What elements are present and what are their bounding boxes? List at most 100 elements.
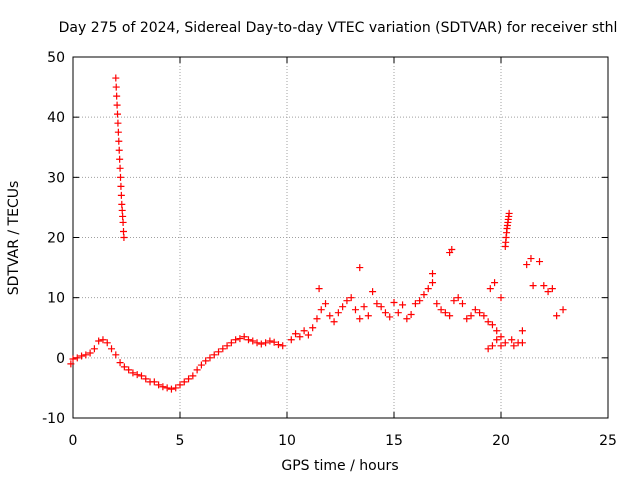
data-point (133, 371, 141, 379)
data-point (112, 351, 120, 359)
data-point (270, 338, 278, 346)
series-spike-late (501, 209, 513, 251)
data-point (119, 212, 127, 220)
y-tick-label: 50 (47, 50, 65, 66)
data-point (523, 261, 531, 269)
data-point (86, 349, 94, 357)
data-point (114, 128, 122, 136)
data-point (317, 306, 325, 314)
data-point (117, 173, 125, 181)
data-point (497, 333, 505, 341)
data-point (364, 312, 372, 320)
data-point (120, 363, 128, 371)
data-point (116, 155, 124, 163)
data-point (429, 279, 437, 287)
data-point (450, 297, 458, 305)
data-point (313, 315, 321, 323)
data-point (279, 342, 287, 350)
data-point (429, 270, 437, 278)
data-point (448, 246, 456, 254)
data-point (287, 336, 295, 344)
data-point (163, 384, 171, 392)
data-points (67, 74, 567, 393)
x-tick-label: 0 (69, 433, 78, 449)
data-point (488, 342, 496, 350)
data-point (437, 306, 445, 314)
data-point (300, 327, 308, 335)
data-point (120, 234, 128, 241)
data-point (150, 378, 158, 386)
series-cluster-15-20 (411, 279, 505, 341)
data-point (334, 309, 342, 317)
data-point (544, 288, 552, 296)
data-point (274, 341, 282, 349)
data-point (292, 330, 300, 338)
data-point (476, 309, 484, 317)
data-point (219, 345, 227, 353)
data-point (536, 258, 544, 266)
x-tick-label: 20 (492, 433, 510, 449)
data-point (493, 327, 501, 335)
data-point (113, 92, 121, 100)
data-point (309, 324, 317, 332)
data-point (99, 336, 107, 344)
data-point (486, 285, 494, 293)
data-point (433, 300, 441, 308)
data-point (330, 318, 338, 326)
data-point (518, 327, 526, 335)
data-point (67, 360, 75, 368)
x-tick-label: 15 (385, 433, 403, 449)
y-tick-label: 0 (56, 351, 65, 367)
data-point (129, 369, 137, 377)
series-low-late (484, 336, 526, 353)
axis-ticks (72, 56, 609, 419)
data-point (424, 285, 432, 293)
x-axis-label: GPS time / hours (281, 458, 398, 474)
data-point (369, 288, 377, 296)
data-point (377, 303, 385, 311)
data-point (253, 339, 261, 347)
data-point (180, 378, 188, 386)
data-point (467, 312, 475, 320)
data-point (296, 333, 304, 341)
data-point (529, 282, 537, 290)
data-point (548, 285, 556, 293)
data-point (223, 342, 231, 350)
data-point (119, 218, 127, 226)
y-tick-label: 20 (47, 231, 65, 247)
data-point (244, 336, 252, 344)
data-point (159, 383, 167, 391)
data-point (360, 303, 368, 311)
data-point (103, 339, 111, 347)
data-point (112, 83, 120, 91)
data-point (527, 255, 535, 263)
data-point (407, 311, 415, 319)
data-point (172, 384, 180, 392)
data-point (394, 309, 402, 317)
data-point (108, 345, 116, 353)
data-point (373, 300, 381, 308)
data-point (114, 110, 122, 118)
data-point (339, 303, 347, 311)
data-point (176, 381, 184, 389)
data-point (95, 337, 103, 345)
data-point (386, 313, 394, 321)
data-point (454, 294, 462, 302)
data-point (116, 359, 124, 367)
series-spike-early (112, 74, 128, 241)
x-tick-label: 25 (599, 433, 617, 449)
data-point (257, 340, 265, 348)
data-point (491, 279, 499, 287)
data-point (262, 339, 270, 347)
data-point (480, 312, 488, 320)
data-point (493, 336, 501, 344)
data-point (559, 306, 567, 314)
data-point (215, 348, 223, 356)
data-point (82, 351, 90, 359)
data-point (540, 282, 548, 290)
data-point (266, 337, 274, 345)
data-point (315, 285, 323, 293)
data-point (403, 315, 411, 323)
